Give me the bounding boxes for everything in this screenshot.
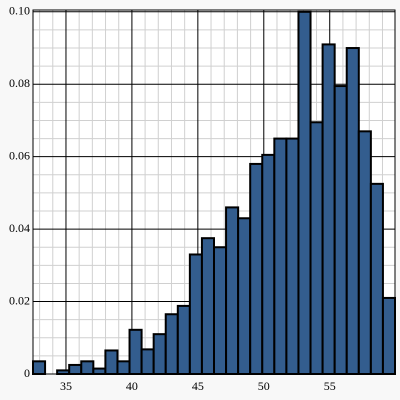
bar: [213, 246, 228, 375]
bar: [104, 349, 119, 375]
bar: [56, 369, 71, 376]
bar: [176, 304, 191, 375]
bar: [164, 313, 179, 375]
bar: [140, 348, 155, 376]
bar: [333, 85, 348, 376]
bar: [188, 253, 203, 375]
bar: [285, 137, 300, 375]
bar: [357, 130, 372, 375]
bar: [68, 363, 83, 376]
y-tick-label: 0.02: [9, 293, 30, 307]
y-tick-label: 0.04: [9, 221, 30, 235]
y-tick-label: 0.10: [9, 4, 30, 18]
bar: [321, 43, 336, 375]
bar: [225, 206, 240, 375]
x-tick-label: 50: [258, 379, 270, 393]
bar: [152, 333, 167, 376]
bar: [261, 153, 276, 375]
x-tick-label: 55: [324, 379, 336, 393]
bar: [237, 217, 252, 375]
bar: [116, 360, 131, 376]
bar: [200, 237, 216, 375]
bar: [345, 47, 360, 376]
y-tick-label: 0: [24, 366, 30, 380]
x-tick-label: 40: [126, 379, 138, 393]
bar: [297, 10, 312, 376]
bar: [128, 328, 143, 375]
bar: [273, 137, 288, 375]
bar: [92, 367, 107, 376]
bar: [309, 121, 324, 375]
bar: [249, 162, 264, 375]
y-tick-label: 0.06: [9, 148, 30, 162]
x-tick-label: 45: [192, 379, 204, 393]
bar: [369, 182, 384, 375]
y-tick-label: 0.08: [9, 76, 30, 90]
bar: [32, 360, 47, 376]
bar: [80, 360, 95, 376]
plot-frame: [32, 9, 396, 375]
x-tick-label: 35: [60, 379, 72, 393]
bar: [381, 296, 396, 376]
